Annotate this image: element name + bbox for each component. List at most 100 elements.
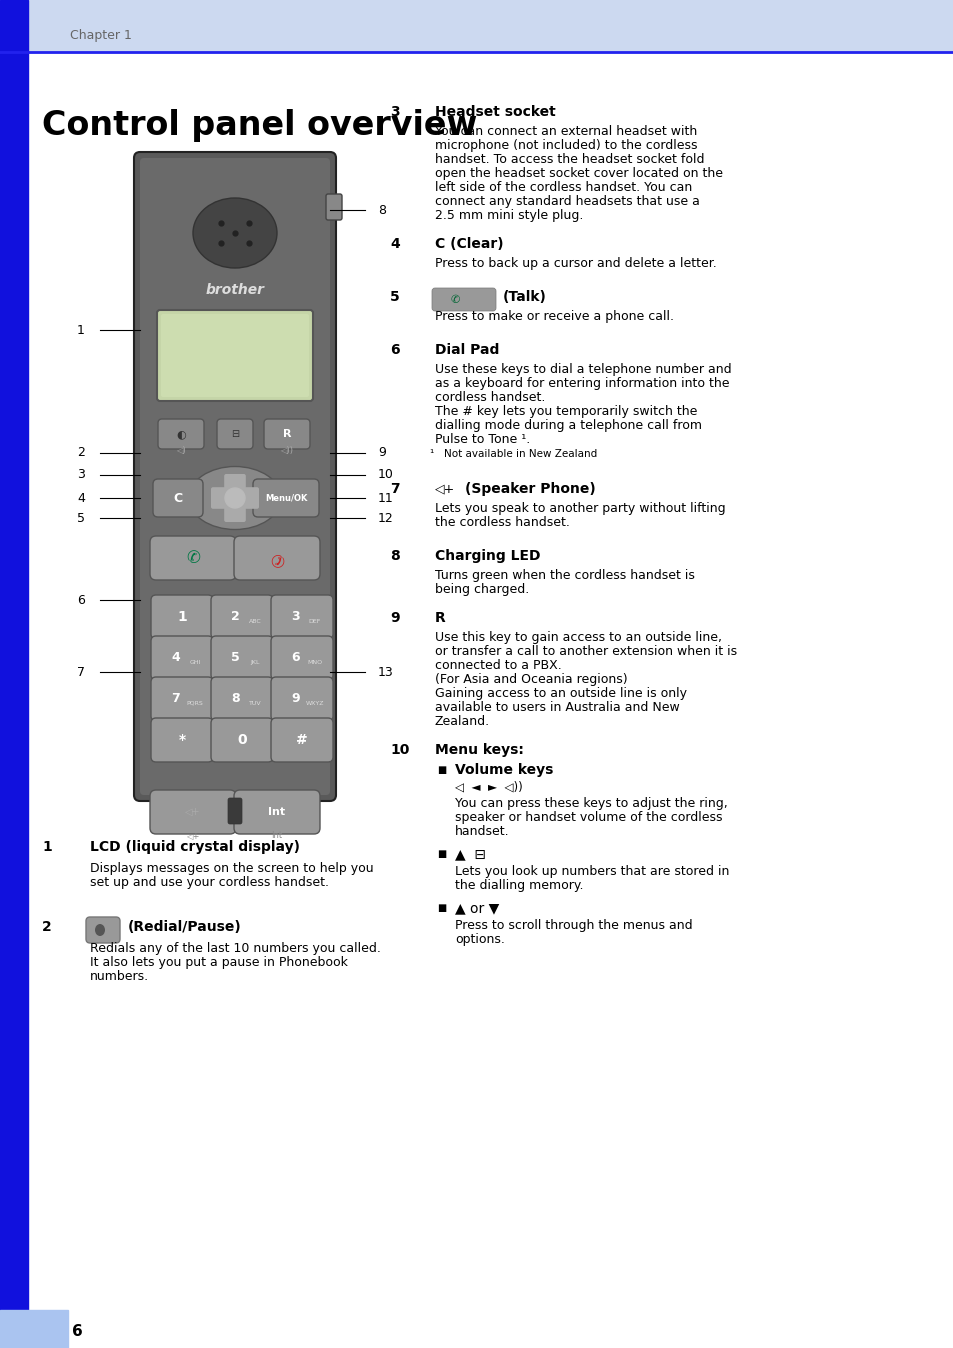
FancyBboxPatch shape bbox=[211, 636, 273, 679]
Text: The # key lets you temporarily switch the: The # key lets you temporarily switch th… bbox=[435, 404, 697, 418]
FancyBboxPatch shape bbox=[152, 479, 203, 518]
Text: Dial Pad: Dial Pad bbox=[435, 342, 498, 357]
Text: 3: 3 bbox=[390, 105, 399, 119]
Text: numbers.: numbers. bbox=[90, 971, 149, 983]
Text: It also lets you put a pause in Phonebook: It also lets you put a pause in Phoneboo… bbox=[90, 956, 348, 969]
FancyBboxPatch shape bbox=[326, 194, 341, 220]
Text: 6: 6 bbox=[77, 593, 85, 607]
Text: Press to scroll through the menus and: Press to scroll through the menus and bbox=[455, 919, 692, 931]
Ellipse shape bbox=[189, 466, 281, 530]
Bar bbox=[0, 0, 953, 53]
Ellipse shape bbox=[193, 198, 276, 268]
FancyBboxPatch shape bbox=[211, 677, 273, 721]
Text: Int: Int bbox=[272, 830, 282, 840]
Text: the cordless handset.: the cordless handset. bbox=[435, 516, 569, 528]
Text: 4: 4 bbox=[172, 651, 180, 663]
Text: 6: 6 bbox=[71, 1325, 83, 1340]
Text: (For Asia and Oceania regions): (For Asia and Oceania regions) bbox=[435, 673, 627, 686]
Text: (Speaker Phone): (Speaker Phone) bbox=[464, 483, 595, 496]
Text: 8: 8 bbox=[390, 549, 399, 563]
Text: Redials any of the last 10 numbers you called.: Redials any of the last 10 numbers you c… bbox=[90, 942, 380, 954]
Text: 4: 4 bbox=[390, 237, 399, 251]
Text: R: R bbox=[435, 611, 445, 625]
Text: (Redial/Pause): (Redial/Pause) bbox=[128, 919, 241, 934]
Text: 11: 11 bbox=[377, 492, 394, 504]
Text: left side of the cordless handset. You can: left side of the cordless handset. You c… bbox=[435, 181, 692, 194]
FancyBboxPatch shape bbox=[150, 790, 235, 834]
Text: 1: 1 bbox=[42, 840, 51, 855]
Text: 9: 9 bbox=[377, 446, 385, 460]
FancyBboxPatch shape bbox=[233, 537, 319, 580]
Text: 5: 5 bbox=[232, 651, 240, 663]
Text: or transfer a call to another extension when it is: or transfer a call to another extension … bbox=[435, 644, 737, 658]
Text: 7: 7 bbox=[172, 692, 180, 705]
Text: 5: 5 bbox=[77, 511, 85, 524]
Text: 0: 0 bbox=[237, 733, 247, 747]
FancyBboxPatch shape bbox=[271, 718, 333, 762]
FancyBboxPatch shape bbox=[233, 790, 319, 834]
Text: 2.5 mm mini style plug.: 2.5 mm mini style plug. bbox=[435, 209, 583, 222]
Text: as a keyboard for entering information into the: as a keyboard for entering information i… bbox=[435, 377, 729, 390]
FancyBboxPatch shape bbox=[158, 419, 204, 449]
Text: Turns green when the cordless handset is: Turns green when the cordless handset is bbox=[435, 569, 694, 582]
Text: 2: 2 bbox=[232, 609, 240, 623]
Text: Pulse to Tone ¹.: Pulse to Tone ¹. bbox=[435, 433, 530, 446]
FancyBboxPatch shape bbox=[140, 158, 330, 795]
FancyBboxPatch shape bbox=[216, 419, 253, 449]
FancyBboxPatch shape bbox=[150, 537, 235, 580]
FancyBboxPatch shape bbox=[151, 718, 213, 762]
Text: 4: 4 bbox=[77, 492, 85, 504]
Text: ⊟: ⊟ bbox=[231, 429, 239, 439]
Text: You can press these keys to adjust the ring,: You can press these keys to adjust the r… bbox=[455, 797, 727, 810]
Text: speaker or handset volume of the cordless: speaker or handset volume of the cordles… bbox=[455, 811, 721, 824]
FancyBboxPatch shape bbox=[271, 636, 333, 679]
Text: handset.: handset. bbox=[455, 825, 509, 838]
FancyBboxPatch shape bbox=[432, 288, 496, 311]
Text: GHI: GHI bbox=[189, 659, 200, 665]
Text: ▲  ⊟: ▲ ⊟ bbox=[455, 847, 485, 861]
Text: Charging LED: Charging LED bbox=[435, 549, 540, 563]
Text: ✆: ✆ bbox=[186, 549, 200, 568]
Text: ◁  ◄  ►  ◁)): ◁ ◄ ► ◁)) bbox=[455, 780, 522, 794]
Bar bbox=[0, 1310, 68, 1348]
Text: 2: 2 bbox=[77, 446, 85, 460]
Text: 1: 1 bbox=[177, 611, 187, 624]
Text: ■: ■ bbox=[436, 766, 446, 775]
FancyBboxPatch shape bbox=[253, 479, 318, 518]
Text: Headset socket: Headset socket bbox=[435, 105, 556, 119]
Text: WXYZ: WXYZ bbox=[305, 701, 324, 705]
Text: ◁+: ◁+ bbox=[186, 830, 199, 840]
Text: (Talk): (Talk) bbox=[502, 290, 546, 305]
Text: being charged.: being charged. bbox=[435, 582, 529, 596]
Text: connect any standard headsets that use a: connect any standard headsets that use a bbox=[435, 195, 700, 208]
Text: ◁): ◁) bbox=[176, 446, 186, 456]
FancyBboxPatch shape bbox=[86, 917, 120, 944]
Text: 3: 3 bbox=[77, 469, 85, 481]
Text: 10: 10 bbox=[377, 469, 394, 481]
Text: Volume keys: Volume keys bbox=[455, 763, 553, 776]
Text: Gaining access to an outside line is only: Gaining access to an outside line is onl… bbox=[435, 687, 686, 700]
Text: Use this key to gain access to an outside line,: Use this key to gain access to an outsid… bbox=[435, 631, 721, 644]
Text: *: * bbox=[178, 733, 186, 747]
Text: 13: 13 bbox=[377, 666, 394, 678]
Ellipse shape bbox=[95, 923, 105, 936]
Text: Press to make or receive a phone call.: Press to make or receive a phone call. bbox=[435, 310, 673, 324]
Text: ■: ■ bbox=[436, 903, 446, 913]
Text: brother: brother bbox=[205, 283, 264, 297]
FancyBboxPatch shape bbox=[271, 594, 333, 639]
Text: C: C bbox=[173, 492, 182, 504]
Text: options.: options. bbox=[455, 933, 504, 946]
FancyBboxPatch shape bbox=[271, 677, 333, 721]
Text: Use these keys to dial a telephone number and: Use these keys to dial a telephone numbe… bbox=[435, 363, 731, 376]
Text: ✆: ✆ bbox=[270, 549, 284, 568]
FancyBboxPatch shape bbox=[211, 487, 258, 508]
Text: ¹   Not available in New Zealand: ¹ Not available in New Zealand bbox=[430, 449, 597, 460]
Text: Menu/OK: Menu/OK bbox=[265, 493, 307, 503]
Circle shape bbox=[225, 488, 245, 508]
Text: TUV: TUV bbox=[249, 701, 261, 705]
Text: DEF: DEF bbox=[309, 619, 321, 624]
FancyBboxPatch shape bbox=[133, 152, 335, 801]
Text: #: # bbox=[295, 733, 308, 747]
Text: LCD (liquid crystal display): LCD (liquid crystal display) bbox=[90, 840, 299, 855]
Text: 5: 5 bbox=[390, 290, 399, 305]
